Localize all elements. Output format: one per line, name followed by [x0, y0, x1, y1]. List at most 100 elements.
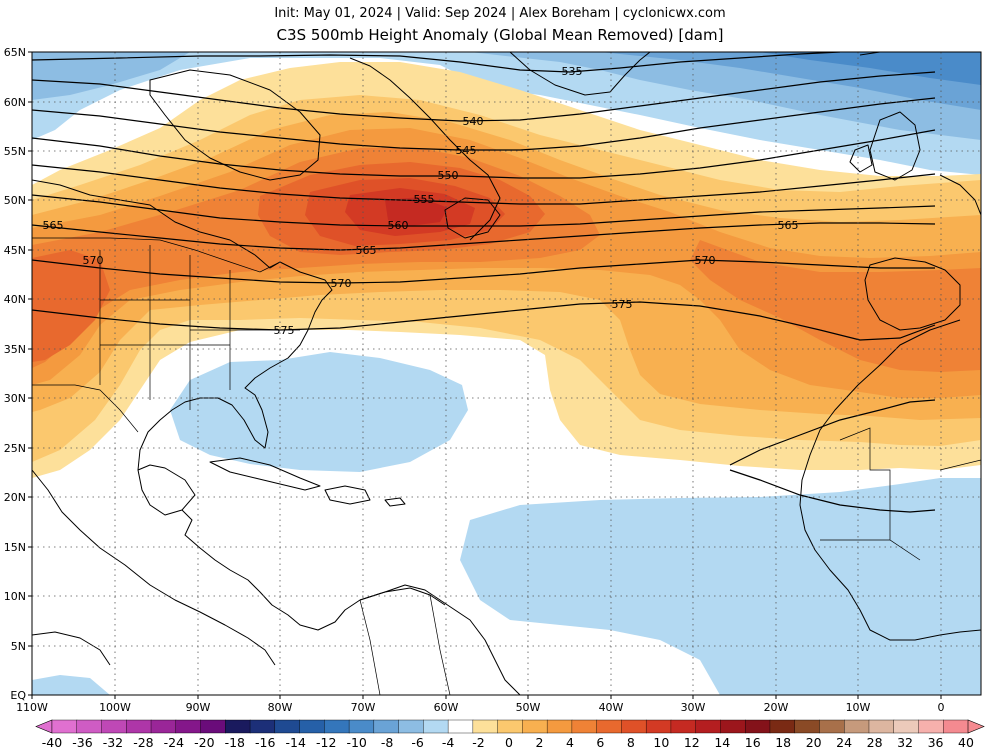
coastline-south-america: [359, 587, 446, 606]
colorbar-swatch: [398, 719, 424, 734]
border-us-mexico: [32, 384, 139, 433]
colorbar-swatch: [893, 719, 919, 734]
colorbar-swatch: [645, 719, 672, 734]
lat-label: 25N: [4, 442, 26, 455]
lon-label: 60W: [434, 701, 459, 714]
lat-label: 50N: [4, 194, 26, 207]
coastline-yucatan: [137, 464, 196, 511]
contour-label-565-west: 565: [43, 219, 64, 232]
colorbar-swatch: [423, 719, 449, 734]
colorbar-label: -40: [42, 735, 62, 750]
colorbar-swatch: [571, 719, 598, 734]
lon-label: 40W: [599, 701, 624, 714]
colorbar-swatch: [720, 719, 746, 734]
lat-label: 60N: [4, 96, 26, 109]
coastline-north-america: [32, 179, 521, 695]
contour-545: [32, 97, 936, 151]
colorbar-swatch: [51, 719, 78, 734]
colorbar-swatch: [522, 719, 548, 734]
lat-label: 10N: [4, 590, 26, 603]
colorbar-label: -10: [346, 735, 366, 750]
lon-label: 10W: [846, 701, 871, 714]
lat-label: 40N: [4, 293, 26, 306]
colorbar-swatch: [794, 719, 820, 734]
colorbar-swatch: [101, 719, 127, 734]
graticule: [32, 52, 981, 695]
colorbar-labels: -40 -36 -32 -28 -24 -20 -18 -16 -14 -12 -10 -8 -6 -4-…: [42, 735, 974, 750]
colorbar-swatch: [200, 719, 226, 734]
map-area: [32, 52, 981, 695]
lat-label: 55N: [4, 145, 26, 158]
colorbar-swatch: [324, 719, 350, 734]
colorbar-swatch: [918, 719, 944, 734]
colorbar-label: -20: [194, 735, 214, 750]
colorbar-swatch: [274, 719, 301, 734]
map-title: C3S 500mb Height Anomaly (Global Mean Re…: [276, 26, 724, 44]
colorbar-label: -18: [225, 735, 245, 750]
colorbar-swatch: [373, 719, 400, 734]
colorbar-swatch: [868, 719, 895, 734]
latitude-labels: 65N 60N 55N 50N 45N 40N 35N 30N 25N 20N …: [4, 46, 27, 702]
lat-label: 35N: [4, 343, 26, 356]
coastline-iberia: [864, 257, 961, 331]
colorbar-label: 18: [775, 735, 791, 750]
longitude-labels: 110W 100W 90W 80W 70W 60W 50W 40W 30W 20…: [16, 701, 944, 714]
lat-label: 65N: [4, 46, 26, 59]
colorbar-swatch: [76, 719, 103, 734]
colorbar-label: -32: [103, 735, 123, 750]
contour-label-570-west: 570: [83, 254, 104, 267]
contour-label-545: 545: [456, 144, 477, 157]
colorbar-swatch: [769, 719, 796, 734]
coastline-mexico-pacific: [32, 469, 276, 666]
colorbar-swatch: [695, 719, 721, 734]
colorbar-swatch: [472, 719, 499, 734]
map-subheader: Init: May 01, 2024 | Valid: Sep 2024 | A…: [274, 6, 726, 21]
contour-585: [729, 469, 936, 513]
contour-535: [32, 52, 841, 73]
colorbar-label: 16: [745, 735, 761, 750]
colorbar-label: 20: [806, 735, 822, 750]
colorbar-label: -16: [255, 735, 275, 750]
negative-anomaly-north-core: [760, 52, 981, 85]
colorbar-label: 14: [714, 735, 730, 750]
coastlines: [32, 52, 981, 695]
colorbar-swatch: [299, 719, 325, 734]
colorbar-swatch: [943, 719, 969, 734]
lon-label: 90W: [186, 701, 211, 714]
contour-580: [729, 399, 936, 466]
colorbar-label: -28: [133, 735, 153, 750]
colorbar-label: 40: [958, 735, 974, 750]
coastline-labrador: [349, 57, 501, 241]
contour-label-565-central: 565: [356, 244, 377, 257]
coastline-ireland: [849, 144, 873, 173]
negative-anomaly-tropical-atlantic: [460, 478, 981, 695]
colorbar-label: 4: [566, 735, 574, 750]
colorbar-label: -6: [411, 735, 424, 750]
colorbar-extend-high: [967, 719, 985, 734]
border-us-canada: [32, 237, 281, 273]
positive-anomaly-shading: [32, 62, 981, 478]
colorbar-swatch: [497, 719, 523, 734]
coastline-cuba: [209, 457, 321, 491]
colorbar-swatch: [249, 719, 276, 734]
colorbar-extend-low: [35, 719, 53, 734]
map-frame: [31, 51, 982, 696]
coastline-british-isles: [869, 111, 921, 181]
colorbar-label: -8: [381, 735, 394, 750]
lat-label: 15N: [4, 541, 26, 554]
colorbar-label: 24: [836, 735, 852, 750]
colorbar-label: 8: [627, 735, 635, 750]
coastline-europe: [939, 174, 981, 216]
contour-label-575-west: 575: [274, 324, 295, 337]
colorbar-label: 0: [505, 735, 513, 750]
colorbar-swatch: [621, 719, 647, 734]
lat-label: 45N: [4, 244, 26, 257]
lon-label: 0: [938, 701, 945, 714]
colorbar-swatch: [546, 719, 573, 734]
negative-anomaly-equator: [32, 675, 110, 695]
colorbar-label: 36: [928, 735, 944, 750]
colorbar-swatch: [447, 719, 474, 734]
positive-anomaly-10-east: [690, 240, 981, 372]
colorbar-swatch: [348, 719, 375, 734]
coastline-puerto-rico: [384, 497, 406, 507]
